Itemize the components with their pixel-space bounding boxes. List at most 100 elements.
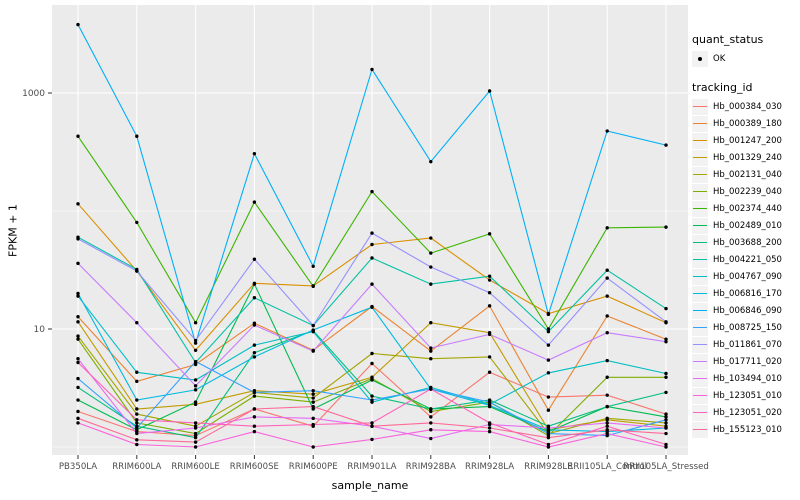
data-point [193, 426, 198, 430]
line-swatch-icon [693, 292, 707, 295]
legend-key [692, 285, 708, 302]
legend-key [692, 370, 708, 387]
data-point [546, 445, 551, 449]
legend-key [692, 336, 708, 353]
legend-key [692, 319, 708, 336]
legend-item-tracking-id: Hb_002131_040 [692, 166, 798, 183]
line-swatch-icon [693, 411, 707, 414]
line-swatch-icon [693, 377, 707, 380]
data-point [252, 355, 257, 359]
data-point [311, 349, 315, 353]
data-point [135, 418, 139, 422]
data-point [605, 431, 609, 436]
legend-item-label: Hb_000389_180 [713, 118, 782, 129]
data-point [546, 371, 551, 375]
data-point [135, 321, 139, 325]
legend-tracking-id-items: Hb_000384_030 Hb_000389_180 Hb_001247_200 H… [692, 98, 798, 438]
data-point [76, 385, 80, 390]
line-swatch-icon [693, 156, 707, 159]
line-swatch-icon [693, 394, 707, 397]
x-tick-label: PB350LA [59, 462, 97, 472]
data-point [311, 264, 315, 268]
legend-item-tracking-id: Hb_155123_010 [692, 421, 798, 438]
data-point [487, 421, 492, 425]
legend-item-tracking-id: Hb_004767_090 [692, 268, 798, 285]
legend-item-label: Hb_103494_010 [713, 373, 782, 384]
line-swatch-icon [693, 190, 707, 193]
legend-key [692, 98, 708, 115]
data-point [135, 426, 139, 430]
line-swatch-icon [693, 122, 707, 125]
legend-item-tracking-id: Hb_001247_200 [692, 132, 798, 149]
legend-item-tracking-id: Hb_006846_090 [692, 302, 798, 319]
data-point [311, 388, 315, 393]
legend-key [692, 200, 708, 217]
data-point [429, 265, 433, 269]
legend-key [692, 50, 708, 67]
data-point [370, 351, 374, 356]
panel-background [52, 5, 688, 455]
data-point [487, 332, 492, 337]
data-point [429, 407, 433, 411]
data-point [605, 404, 609, 409]
data-point [76, 294, 80, 298]
data-point [76, 337, 80, 341]
data-point [605, 226, 609, 230]
legend-item-tracking-id: Hb_002374_440 [692, 200, 798, 217]
data-point [370, 398, 374, 402]
data-point [605, 331, 609, 335]
data-point [429, 236, 433, 240]
data-point [76, 320, 80, 324]
line-swatch-icon [693, 241, 707, 244]
data-point [76, 237, 80, 241]
data-point [664, 431, 668, 436]
legend-key [692, 115, 708, 132]
data-point [193, 388, 198, 392]
legend-key [692, 183, 708, 200]
data-point [429, 357, 433, 361]
data-point [664, 442, 668, 447]
data-point [546, 435, 551, 440]
legend-item-label: Hb_017711_020 [713, 356, 782, 367]
data-point [311, 392, 315, 396]
data-point [135, 421, 139, 425]
legend-item-label: Hb_155123_010 [713, 424, 782, 435]
legend-item-label: Hb_123051_010 [713, 390, 782, 401]
data-point [664, 390, 668, 395]
legend-item-tracking-id: Hb_103494_010 [692, 370, 798, 387]
x-axis-title: sample_name [331, 479, 409, 492]
data-point [311, 328, 315, 332]
legend-item-label: Hb_001329_240 [713, 152, 782, 163]
data-point [76, 421, 80, 425]
data-point [664, 306, 668, 311]
data-point [311, 445, 315, 449]
data-point [311, 400, 315, 404]
data-point [546, 442, 551, 447]
data-point [487, 400, 492, 404]
data-point [193, 440, 198, 444]
data-point [311, 396, 315, 400]
data-point [370, 67, 374, 72]
line-swatch-icon [693, 207, 707, 210]
legend-key [692, 421, 708, 438]
data-point [605, 393, 609, 397]
data-point [487, 426, 492, 430]
data-point [487, 355, 492, 359]
data-point [429, 321, 433, 325]
data-point [664, 415, 668, 419]
line-swatch-icon [693, 360, 707, 363]
data-point [76, 134, 80, 138]
legend-item-label: Hb_006816_170 [713, 288, 782, 299]
data-point [311, 284, 315, 289]
data-point [76, 416, 80, 421]
data-point [546, 408, 551, 412]
data-point [487, 429, 492, 434]
legend-key [692, 302, 708, 319]
legend-quant-status-items: OK [692, 50, 798, 67]
data-point [487, 89, 492, 93]
data-point [664, 426, 668, 430]
line-swatch-icon [693, 428, 707, 431]
data-point [429, 349, 433, 353]
